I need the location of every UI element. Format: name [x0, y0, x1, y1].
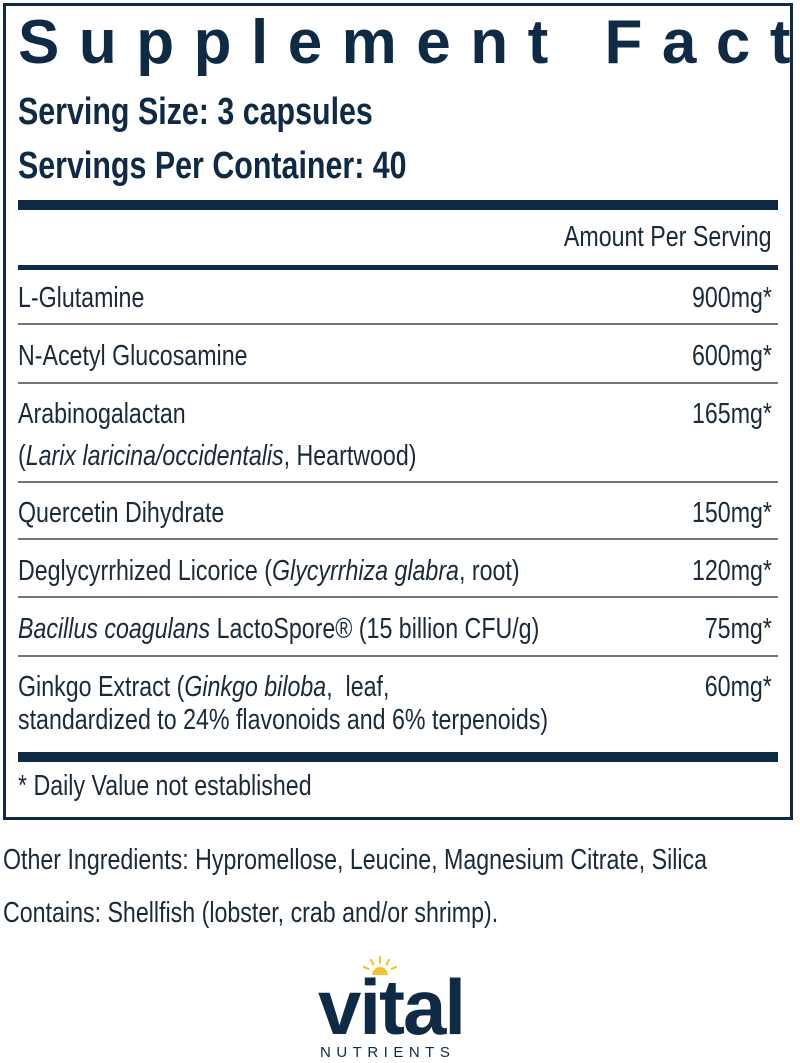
ingredient-source: (Larix laricina/occidentalis, Heartwood) [18, 436, 516, 476]
row-divider [18, 596, 778, 598]
servings-per-container: Servings Per Container: 40 [18, 144, 504, 188]
divider-thick-bottom [18, 752, 778, 762]
ingredient-amount: 60mg* [688, 667, 772, 707]
paren-open: ( [18, 440, 26, 472]
row-divider [18, 323, 778, 325]
ingredient-name: N-Acetyl Glucosamine [18, 336, 305, 376]
latin-name: Bacillus coagulans [18, 613, 211, 645]
name-part: Ginkgo Extract ( [18, 671, 185, 703]
latin-name: Larix laricina/occidentalis [25, 440, 284, 472]
divider-thin-header [18, 265, 778, 270]
allergen-text: Contains: Shellfish (lobster, crab and/o… [3, 897, 499, 929]
supplement-facts-panel [3, 3, 793, 820]
name-part: Deglycyrrhized Licorice ( [18, 555, 272, 587]
ingredient-name-text: Bacillus coagulans LactoSpore® (15 billi… [18, 609, 539, 649]
ingredient-amount-text: 60mg* [704, 671, 772, 703]
other-ingredients: Other Ingredients: Hypromellose, Leucine… [3, 840, 800, 880]
ingredient-amount: 900mg* [672, 278, 772, 318]
logo-subtitle: NUTRIENTS [320, 1044, 456, 1061]
row-divider [18, 655, 778, 657]
ingredient-name-text: Arabinogalactan [18, 398, 186, 430]
latin-name: Glycyrrhiza glabra [272, 555, 459, 587]
ingredient-name-text: Deglycyrrhized Licorice (Glycyrrhiza gla… [18, 551, 520, 591]
servings-per-container-text: Servings Per Container: 40 [18, 145, 407, 187]
ingredient-amount: 150mg* [672, 493, 772, 533]
source-part: , Heartwood) [283, 440, 417, 472]
ingredient-amount-text: 165mg* [692, 398, 772, 430]
footnote-text: * Daily Value not established [18, 770, 312, 802]
ingredient-name: L-Glutamine [18, 278, 176, 318]
ingredient-name-text: Ginkgo Extract (Ginkgo biloba, leaf, [18, 667, 389, 707]
row-divider [18, 481, 778, 483]
ingredient-name-text: Quercetin Dihydrate [18, 497, 225, 529]
serving-size: Serving Size: 3 capsules [18, 90, 462, 134]
ingredient-name-text: L-Glutamine [18, 282, 145, 314]
logo-wordmark: vital [318, 963, 466, 1051]
serving-size-text: Serving Size: 3 capsules [18, 91, 373, 133]
ingredient-name: Bacillus coagulans LactoSpore® (15 billi… [18, 609, 670, 649]
ingredient-name: Ginkgo Extract (Ginkgo biloba, leaf, [18, 667, 482, 707]
name-part: LactoSpore® (15 billion CFU/g) [210, 613, 540, 645]
ingredient-amount-text: 900mg* [692, 282, 772, 314]
ingredient-amount: 165mg* [672, 394, 772, 434]
ingredient-amount-text: 600mg* [692, 340, 772, 372]
ingredient-detail: standardized to 24% flavonoids and 6% te… [18, 700, 681, 740]
ingredient-detail-text: standardized to 24% flavonoids and 6% te… [18, 704, 549, 736]
amount-header-text: Amount Per Serving [564, 221, 772, 253]
ingredient-name: Arabinogalactan [18, 394, 228, 434]
other-ingredients-text: Other Ingredients: Hypromellose, Leucine… [3, 844, 708, 876]
ingredient-amount: 600mg* [672, 336, 772, 376]
row-divider [18, 538, 778, 540]
daily-value-footnote: * Daily Value not established [18, 766, 385, 806]
divider-thick-top [18, 200, 778, 210]
ingredient-amount: 75mg* [688, 609, 772, 649]
sun-icon [362, 955, 398, 975]
ingredient-amount-text: 75mg* [704, 613, 772, 645]
panel-title: Supplement Facts [18, 8, 800, 78]
latin-name: Ginkgo biloba [184, 671, 327, 703]
ingredient-amount-text: 120mg* [692, 555, 772, 587]
ingredient-name: Deglycyrrhized Licorice (Glycyrrhiza gla… [18, 551, 645, 591]
ingredient-name-text: N-Acetyl Glucosamine [18, 340, 248, 372]
ingredient-name: Quercetin Dihydrate [18, 493, 276, 533]
ingredient-source-text: (Larix laricina/occidentalis, Heartwood) [18, 436, 416, 476]
amount-per-serving-header: Amount Per Serving [512, 219, 772, 255]
ingredient-amount-text: 150mg* [692, 497, 772, 529]
name-part: , leaf, [326, 671, 390, 703]
name-part: , root) [458, 555, 520, 587]
allergen-statement: Contains: Shellfish (lobster, crab and/o… [3, 893, 622, 933]
row-divider [18, 382, 778, 384]
panel-title-text: Supplement Facts [18, 8, 800, 77]
vital-nutrients-logo: vital NUTRIENTS [318, 955, 488, 1061]
ingredient-amount: 120mg* [672, 551, 772, 591]
